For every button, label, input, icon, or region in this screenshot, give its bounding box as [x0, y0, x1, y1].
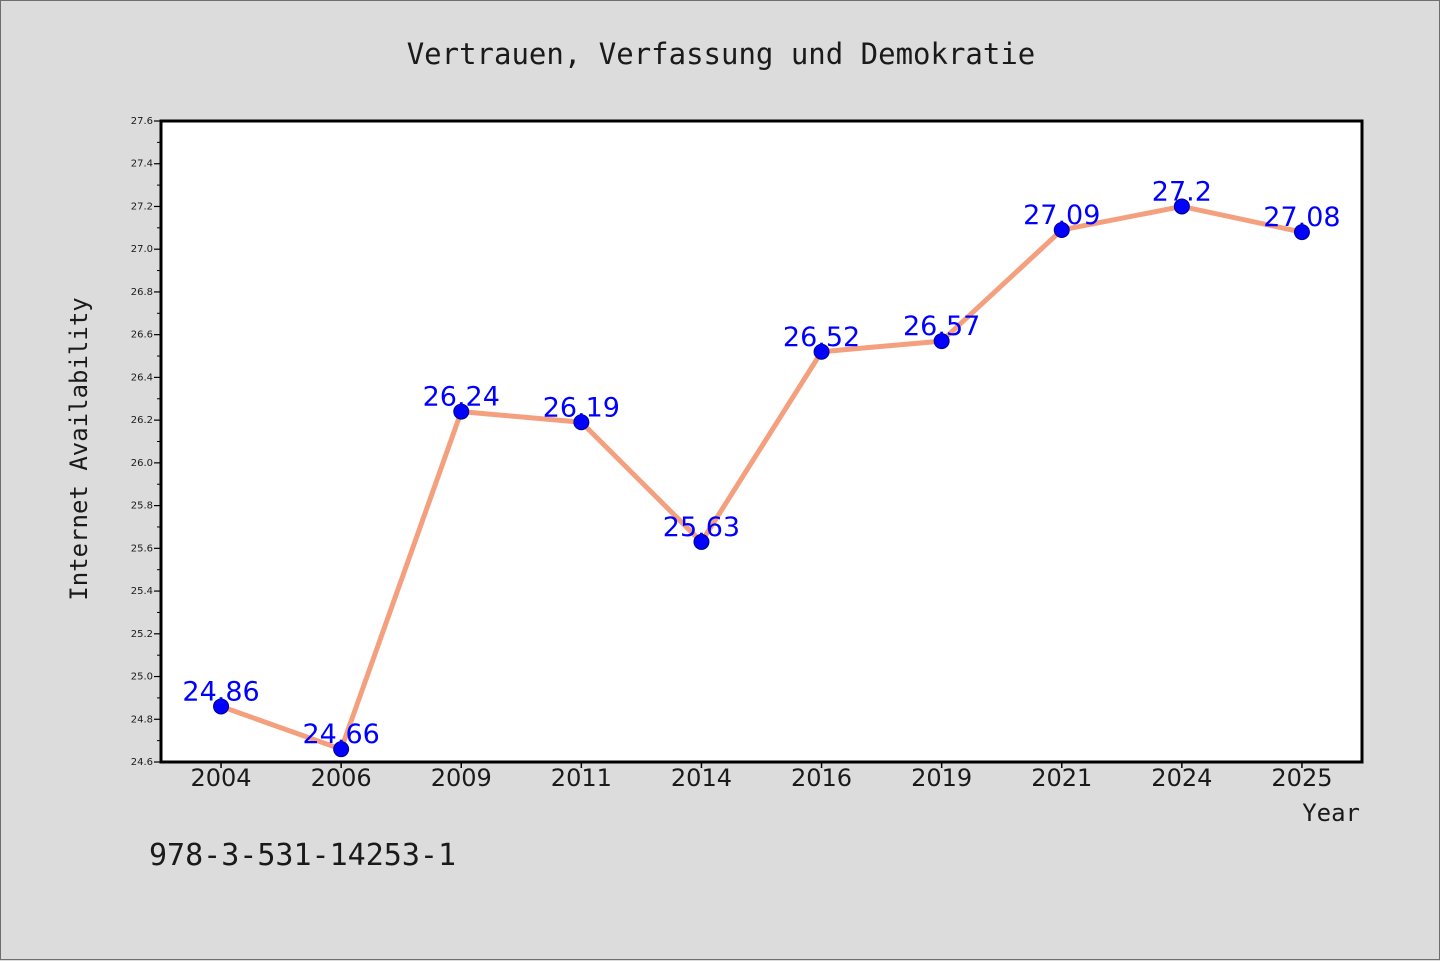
- data-label: 27.2: [1152, 176, 1212, 207]
- y-tick-label: 25.8: [131, 501, 153, 512]
- y-tick-label: 27.4: [131, 159, 153, 170]
- data-point: [693, 533, 710, 550]
- y-tick-label: 25.0: [131, 672, 153, 683]
- y-tick-label: 26.2: [131, 415, 153, 426]
- y-tick-label: 24.8: [131, 714, 153, 725]
- isbn-caption: 978-3-531-14253-1: [149, 838, 456, 873]
- y-tick-label: 26.6: [131, 330, 153, 341]
- data-label: 26.19: [543, 392, 620, 423]
- plot-area: [161, 121, 1362, 762]
- data-label: 24.86: [182, 676, 259, 707]
- x-tick-label: 2025: [1271, 764, 1332, 792]
- x-tick-label: 2016: [791, 764, 852, 792]
- y-tick-label: 27.0: [131, 244, 153, 255]
- y-tick-label: 26.8: [131, 287, 153, 298]
- chart-title: Vertrauen, Verfassung und Demokratie: [407, 37, 1036, 71]
- series-layer: [213, 198, 1310, 758]
- y-tick-label: 26.4: [131, 372, 153, 383]
- data-label: 27.08: [1263, 202, 1340, 233]
- data-point: [1293, 224, 1310, 241]
- data-label: 27.09: [1023, 200, 1100, 231]
- data-label: 26.24: [423, 382, 500, 413]
- data-label-layer: 24.86 24.66 26.24 26.19 25.63 26.52 26.57 27.09…: [182, 176, 1340, 750]
- x-tick-label: 2004: [191, 764, 252, 792]
- data-label: 26.57: [903, 311, 980, 342]
- data-label: 26.52: [783, 322, 860, 353]
- data-point: [813, 343, 830, 360]
- plot-border: [159, 119, 1364, 764]
- series-line: [218, 203, 1305, 752]
- data-point: [1053, 221, 1070, 238]
- x-tick-label: 2021: [1031, 764, 1092, 792]
- x-tick-label: 2019: [911, 764, 972, 792]
- data-point: [333, 741, 350, 758]
- data-point: [573, 414, 590, 431]
- y-tick-label: 25.6: [131, 543, 153, 554]
- data-label: 24.66: [303, 719, 380, 750]
- x-axis: 2004 2006 2009 2011 2014 2016 2019 2021 2024 2025: [191, 762, 1332, 792]
- x-tick-label: 2006: [311, 764, 372, 792]
- y-tick-label: 25.2: [131, 629, 153, 640]
- y-axis: 24.6 24.8 25.0 25.2 25.4 25.6 25.8 26.0 26.2 26.4…: [131, 116, 161, 768]
- x-tick-label: 2011: [551, 764, 612, 792]
- data-point: [933, 333, 950, 350]
- y-tick-label: 27.6: [131, 116, 153, 127]
- data-point: [453, 403, 470, 420]
- data-point: [213, 698, 230, 715]
- data-label: 25.63: [663, 512, 740, 543]
- y-tick-label: 24.6: [131, 757, 153, 768]
- y-tick-label: 27.2: [131, 201, 153, 212]
- x-tick-label: 2009: [431, 764, 492, 792]
- y-tick-label: 26.0: [131, 458, 153, 469]
- x-axis-label: Year: [1302, 799, 1360, 827]
- x-tick-label: 2024: [1151, 764, 1212, 792]
- y-tick-label: 25.4: [131, 586, 153, 597]
- y-axis-label: Internet Availability: [65, 297, 93, 600]
- x-tick-label: 2014: [671, 764, 732, 792]
- data-point: [1173, 198, 1190, 215]
